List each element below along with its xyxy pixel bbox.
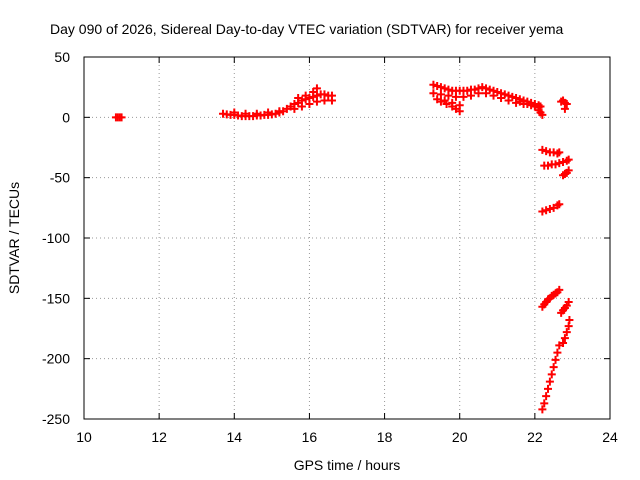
data-point bbox=[559, 157, 568, 166]
y-tick-label: -100 bbox=[42, 230, 70, 246]
data-point bbox=[547, 370, 556, 379]
data-point bbox=[433, 81, 442, 90]
data-point bbox=[515, 97, 524, 106]
y-tick-label: 0 bbox=[62, 109, 70, 125]
x-tick-label: 16 bbox=[302, 429, 318, 445]
y-tick-label: -250 bbox=[42, 411, 70, 427]
data-point bbox=[275, 107, 284, 116]
data-point bbox=[489, 91, 498, 100]
x-axis-label: GPS time / hours bbox=[294, 457, 401, 473]
data-point bbox=[301, 91, 310, 100]
data-point bbox=[560, 334, 569, 343]
data-point bbox=[565, 316, 574, 325]
data-point bbox=[436, 83, 445, 92]
data-point bbox=[542, 147, 551, 156]
data-point bbox=[466, 91, 475, 100]
data-point bbox=[562, 328, 571, 337]
x-tick-label: 22 bbox=[527, 429, 543, 445]
data-point bbox=[560, 104, 569, 113]
data-point bbox=[555, 341, 564, 350]
data-point bbox=[478, 83, 487, 92]
data-point bbox=[538, 145, 547, 154]
data-point bbox=[252, 109, 261, 118]
y-axis-label: SDTVAR / TECUs bbox=[6, 182, 22, 294]
data-point bbox=[551, 355, 560, 364]
data-point bbox=[241, 109, 250, 118]
x-tick-label: 18 bbox=[377, 429, 393, 445]
y-axis-ticks: 50 0 -50 -100 -150 -200 -250 bbox=[42, 49, 610, 427]
data-point bbox=[497, 94, 506, 103]
data-point bbox=[264, 108, 273, 117]
data-point bbox=[327, 96, 336, 105]
data-point bbox=[117, 113, 126, 122]
data-point bbox=[312, 84, 321, 93]
y-tick-label: 50 bbox=[54, 49, 70, 65]
y-tick-label: -200 bbox=[42, 351, 70, 367]
chart-title: Day 090 of 2026, Sidereal Day-to-day VTE… bbox=[50, 21, 563, 37]
data-point bbox=[542, 206, 551, 215]
data-point bbox=[542, 392, 551, 401]
data-point bbox=[545, 377, 554, 386]
data-point bbox=[442, 100, 451, 109]
data-point bbox=[512, 98, 521, 107]
data-point bbox=[482, 89, 491, 98]
data-point bbox=[436, 90, 445, 99]
x-tick-label: 12 bbox=[151, 429, 167, 445]
data-point bbox=[564, 166, 573, 175]
data-point bbox=[540, 399, 549, 408]
data-point bbox=[545, 205, 554, 214]
x-tick-label: 10 bbox=[76, 429, 92, 445]
data-point bbox=[555, 285, 564, 294]
data-point bbox=[538, 110, 547, 119]
x-axis-ticks: 10 12 14 16 18 20 22 24 bbox=[76, 57, 618, 445]
data-point bbox=[538, 405, 547, 414]
data-point bbox=[555, 200, 564, 209]
data-point bbox=[562, 100, 571, 109]
data-point bbox=[451, 92, 460, 101]
data-point bbox=[305, 100, 314, 109]
data-point bbox=[290, 104, 299, 113]
data-point bbox=[504, 96, 513, 105]
y-tick-label: -50 bbox=[50, 170, 70, 186]
data-point bbox=[527, 101, 536, 110]
x-tick-label: 24 bbox=[602, 429, 618, 445]
grid-lines bbox=[84, 57, 610, 419]
data-point bbox=[459, 92, 468, 101]
data-point bbox=[463, 86, 472, 95]
data-point bbox=[294, 94, 303, 103]
data-point bbox=[444, 91, 453, 100]
data-point bbox=[538, 207, 547, 216]
data-point bbox=[429, 80, 438, 89]
data-point bbox=[555, 159, 564, 168]
data-point bbox=[551, 160, 560, 169]
plot-frame bbox=[83, 56, 611, 420]
data-point bbox=[440, 84, 449, 93]
data-point bbox=[555, 148, 564, 157]
data-point bbox=[564, 297, 573, 306]
data-point bbox=[544, 384, 553, 393]
data-point bbox=[544, 161, 553, 170]
data-point bbox=[549, 363, 558, 372]
x-tick-label: 14 bbox=[226, 429, 242, 445]
data-point bbox=[297, 102, 306, 111]
data-point bbox=[436, 97, 445, 106]
data-point bbox=[230, 108, 239, 117]
data-point bbox=[474, 89, 483, 98]
data-point bbox=[455, 107, 464, 116]
x-tick-label: 20 bbox=[452, 429, 468, 445]
data-point bbox=[320, 96, 329, 105]
data-point bbox=[312, 97, 321, 106]
y-tick-label: -150 bbox=[42, 290, 70, 306]
data-point bbox=[429, 89, 438, 98]
data-points bbox=[111, 80, 574, 414]
data-point bbox=[553, 348, 562, 357]
data-point bbox=[564, 155, 573, 164]
data-point bbox=[523, 100, 532, 109]
